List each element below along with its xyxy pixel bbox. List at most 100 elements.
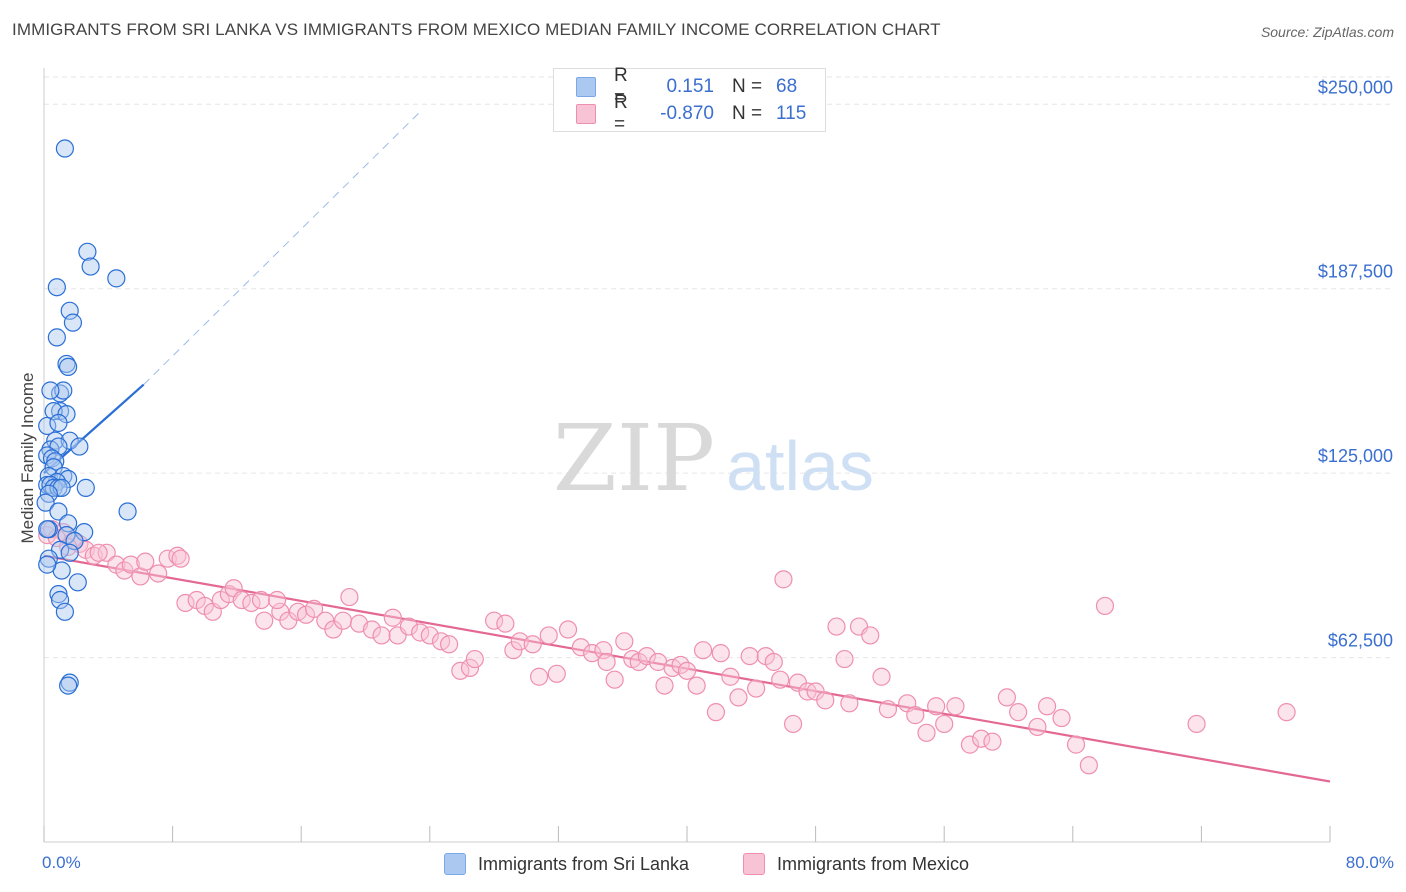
point-mexico: [764, 652, 783, 672]
x-tick-label-min: 0.0%: [42, 853, 81, 872]
point-mexico: [706, 703, 726, 722]
point-srilanka: [38, 555, 57, 574]
point-srilanka: [47, 278, 66, 297]
point-mexico: [333, 611, 353, 630]
point-mexico: [605, 670, 624, 689]
point-mexico: [439, 635, 459, 654]
point-mexico: [960, 735, 980, 754]
point-srilanka: [59, 676, 78, 695]
point-mexico: [362, 620, 382, 639]
point-mexico: [465, 649, 484, 669]
correlation-legend: R = 0.151 N = 68 R = -0.870 N = 115: [553, 65, 826, 135]
legend-r-value: -0.870: [660, 103, 714, 124]
point-mexico: [340, 587, 359, 607]
point-mexico: [547, 664, 566, 683]
point-mexico: [571, 638, 591, 657]
point-mexico: [131, 567, 150, 586]
bottom-legend-label-srilanka: Immigrants from Sri Lanka: [478, 853, 690, 874]
y-tick-label: $187,500: [1318, 262, 1393, 282]
trendline-srilanka-extension: [143, 109, 423, 385]
point-mexico: [729, 688, 748, 707]
point-mexico: [687, 676, 706, 695]
point-mexico: [485, 611, 504, 630]
point-mexico: [927, 697, 946, 716]
y-tick-label: $62,500: [1328, 631, 1393, 651]
legend-row-mexico: R = -0.870 N = 115: [576, 92, 806, 135]
point-srilanka: [68, 573, 87, 592]
point-mexico: [872, 667, 891, 686]
point-srilanka: [49, 413, 68, 433]
point-mexico: [597, 652, 616, 672]
point-mexico: [583, 644, 602, 663]
point-srilanka: [63, 313, 83, 332]
bottom-legend-swatch-srilanka: [444, 853, 466, 875]
point-mexico: [255, 611, 274, 630]
point-mexico: [771, 670, 790, 689]
point-srilanka: [118, 502, 137, 521]
y-tick-labels: $62,500 $125,000 $187,500 $250,000: [1318, 77, 1393, 650]
point-mexico: [121, 555, 140, 574]
point-mexico: [747, 679, 766, 698]
point-mexico: [655, 676, 674, 695]
legend-swatch-mexico: [576, 104, 596, 124]
point-srilanka: [55, 139, 74, 158]
point-srilanka: [59, 357, 78, 376]
point-srilanka: [36, 493, 55, 512]
point-mexico: [1079, 756, 1098, 775]
point-srilanka: [49, 502, 68, 521]
legend-n-label: N =: [732, 103, 763, 124]
point-mexico: [460, 658, 480, 677]
point-mexico: [983, 732, 1002, 751]
point-mexico: [267, 590, 287, 610]
point-mexico: [721, 667, 740, 686]
point-mexico: [1277, 703, 1296, 722]
point-mexico: [496, 614, 515, 633]
series-srilanka-points: [36, 139, 137, 695]
legend-r-value: 0.151: [666, 76, 714, 97]
point-mexico: [149, 564, 168, 583]
point-mexico: [917, 723, 936, 742]
bottom-legend-label-mexico: Immigrants from Mexico: [777, 853, 970, 874]
point-mexico: [176, 593, 195, 613]
point-mexico: [539, 626, 558, 645]
point-srilanka: [76, 478, 95, 497]
point-mexico: [677, 661, 697, 680]
point-mexico: [637, 646, 656, 666]
point-mexico: [972, 729, 991, 748]
point-srilanka: [60, 543, 79, 562]
point-mexico: [1066, 735, 1086, 754]
point-srilanka: [55, 602, 74, 621]
point-srilanka: [38, 416, 57, 436]
point-srilanka: [47, 328, 66, 347]
point-mexico: [774, 570, 793, 589]
point-mexico: [304, 599, 324, 618]
point-mexico: [1028, 717, 1047, 737]
point-mexico: [168, 546, 187, 565]
point-srilanka: [60, 431, 79, 450]
point-srilanka: [65, 531, 84, 551]
legend-row-srilanka: R = 0.151 N = 68: [576, 65, 797, 108]
point-srilanka: [50, 590, 70, 610]
source-note: Source: ZipAtlas.com: [1260, 24, 1394, 40]
point-mexico: [835, 649, 854, 669]
point-mexico: [1009, 703, 1028, 722]
point-srilanka: [81, 257, 100, 276]
point-srilanka: [60, 673, 79, 692]
gridlines: [44, 76, 1394, 659]
point-mexico: [89, 543, 108, 562]
legend-r-label: R =: [614, 65, 628, 108]
point-mexico: [816, 691, 835, 710]
point-mexico: [840, 694, 859, 713]
point-mexico: [558, 620, 578, 639]
point-mexico: [530, 667, 549, 686]
chart-title: IMMIGRANTS FROM SRI LANKA VS IMMIGRANTS …: [12, 20, 941, 39]
watermark-atlas: atlas: [726, 427, 874, 505]
point-srilanka: [38, 520, 57, 539]
point-mexico: [711, 644, 730, 663]
trendline-mexico: [43, 554, 1331, 783]
point-srilanka: [57, 354, 76, 374]
point-mexico: [523, 635, 542, 654]
point-mexico: [783, 714, 803, 734]
point-mexico: [594, 641, 613, 660]
